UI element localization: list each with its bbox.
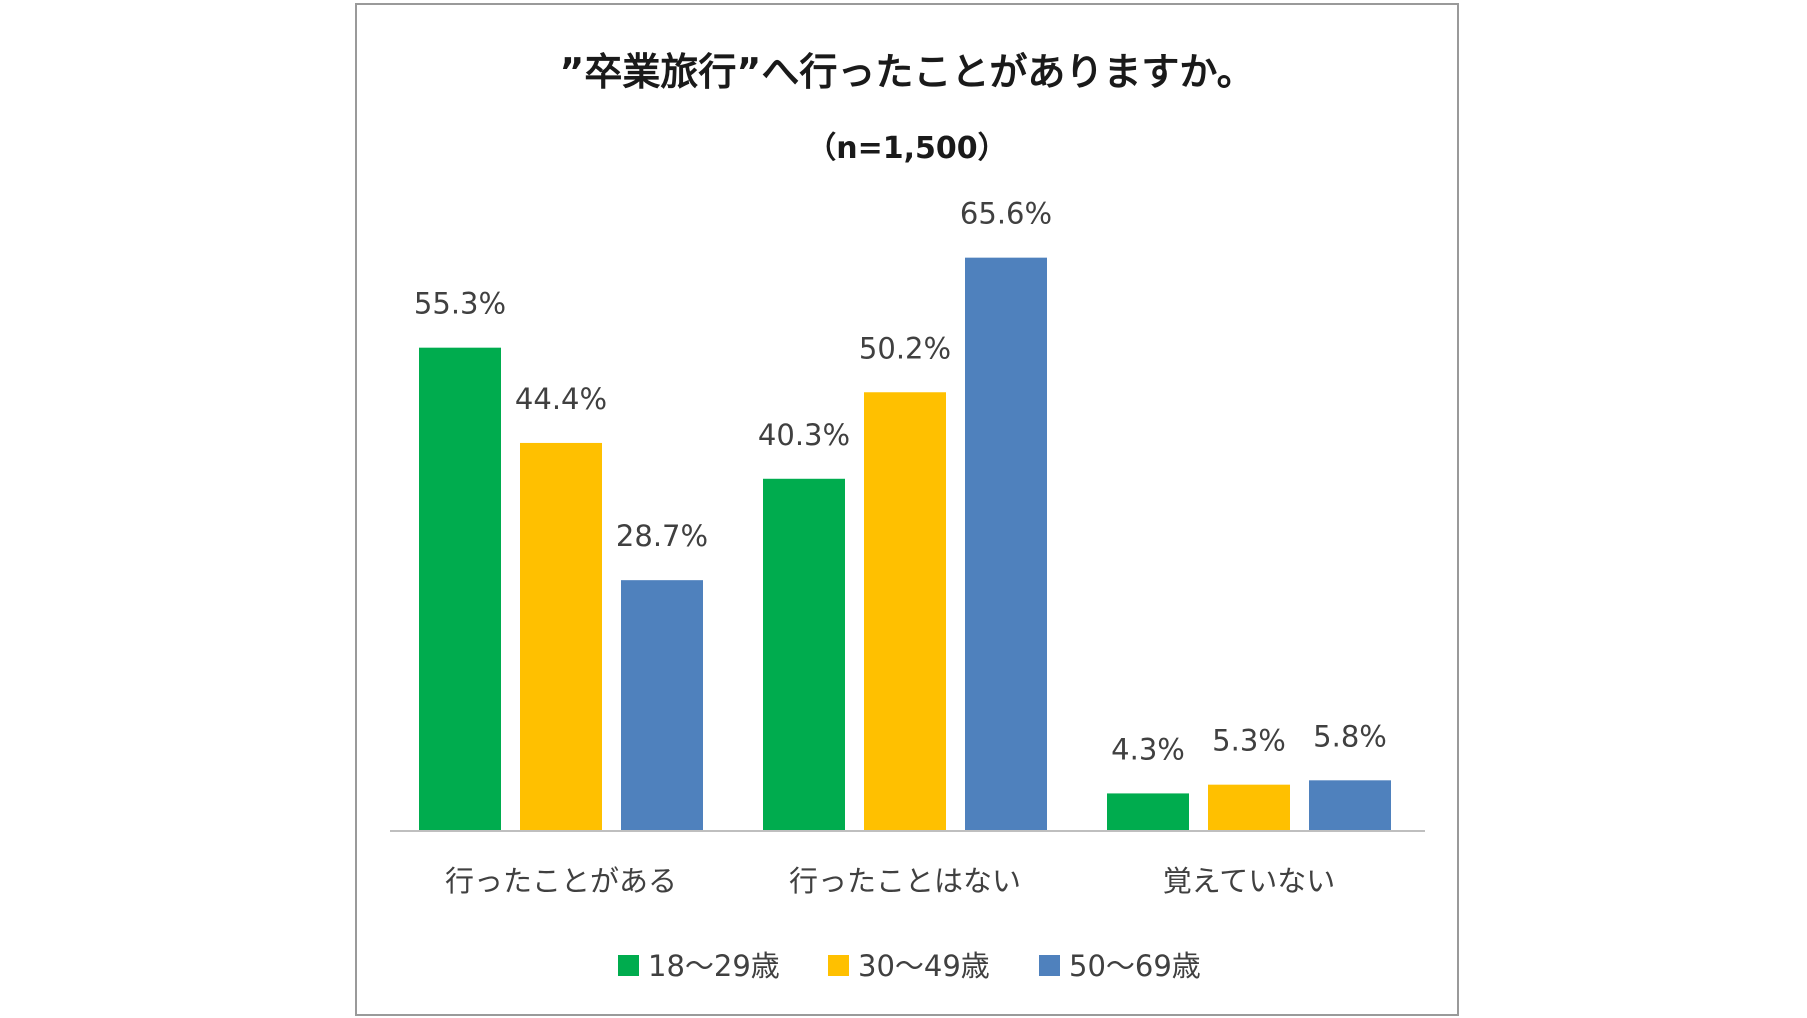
data-label: 40.3%	[758, 418, 850, 452]
data-label: 65.6%	[960, 197, 1052, 231]
bar-chart: ”卒業旅行”へ行ったことがありますか。 （n=1,500） 55.3% 40.3%…	[390, 50, 1425, 983]
bar	[763, 478, 845, 831]
data-label: 28.7%	[616, 519, 708, 553]
bar-group	[419, 257, 1391, 831]
data-label: 5.3%	[1212, 724, 1286, 758]
bar	[520, 442, 602, 831]
legend-label: 18～29歳	[648, 949, 780, 983]
legend: 18～29歳 30～49歳 50～69歳	[618, 949, 1201, 983]
data-label: 55.3%	[414, 287, 506, 321]
legend-label: 30～49歳	[858, 949, 990, 983]
chart-frame: ”卒業旅行”へ行ったことがありますか。 （n=1,500） 55.3% 40.3%…	[355, 3, 1459, 1016]
data-label: 44.4%	[515, 382, 607, 416]
chart-subtitle: （n=1,500）	[806, 131, 1007, 166]
category-label: 行ったことがある	[445, 864, 677, 898]
legend-swatch	[1039, 955, 1060, 976]
value-label-group: 55.3% 40.3% 4.3% 44.4% 50.2% 5.3% 28.7% 65.6% 5.…	[414, 197, 1387, 767]
bar	[621, 580, 703, 831]
bar	[1208, 784, 1290, 831]
bar	[965, 257, 1047, 831]
bar	[1107, 793, 1189, 831]
bar	[1309, 780, 1391, 831]
category-label: 行ったことはない	[789, 864, 1021, 898]
data-label: 50.2%	[859, 331, 951, 365]
data-label: 4.3%	[1111, 732, 1185, 766]
legend-swatch	[828, 955, 849, 976]
legend-label: 50～69歳	[1069, 949, 1201, 983]
category-label: 覚えていない	[1163, 864, 1336, 898]
category-label-group: 行ったことがある 行ったことはない 覚えていない	[445, 864, 1335, 898]
data-label: 5.8%	[1313, 719, 1387, 753]
chart-title: ”卒業旅行”へ行ったことがありますか。	[559, 50, 1254, 94]
bar	[864, 392, 946, 831]
bar	[419, 347, 501, 831]
legend-swatch	[618, 955, 639, 976]
